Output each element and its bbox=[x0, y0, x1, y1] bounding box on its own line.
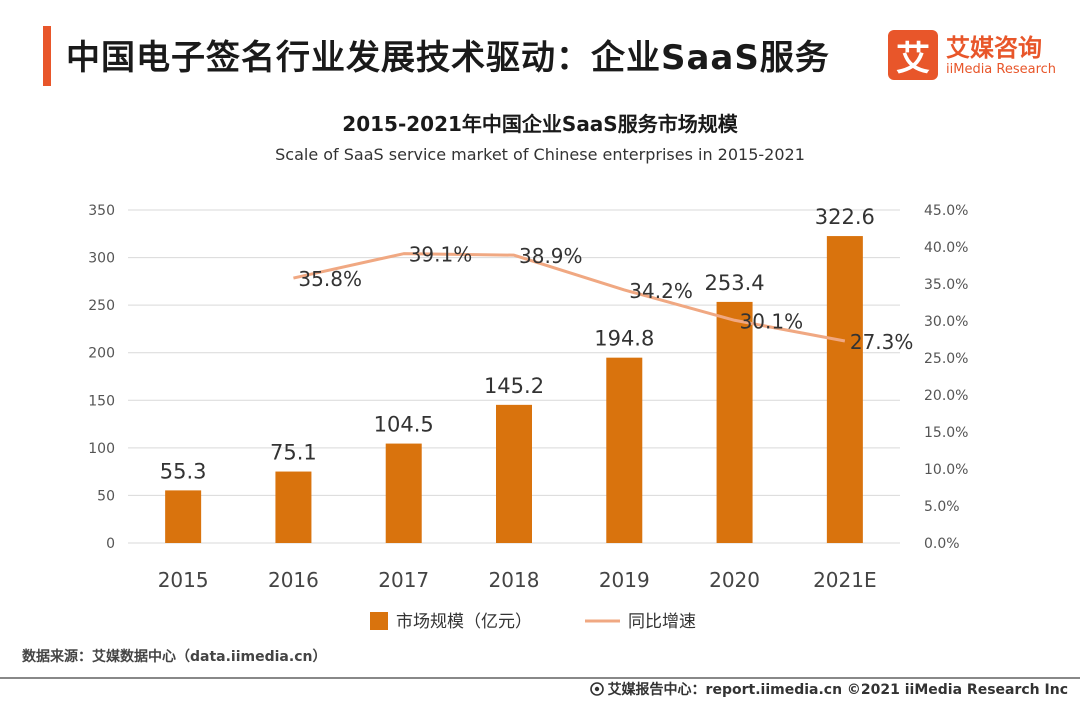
y-right-tick-label: 20.0% bbox=[924, 388, 968, 404]
footer-credit-text: 艾媒报告中心：report.iimedia.cn ©2021 iiMedia R… bbox=[607, 682, 1068, 698]
y-left-tick-label: 0 bbox=[106, 536, 115, 552]
growth-value-label: 27.3% bbox=[850, 330, 914, 354]
legend-line-label: 同比增速 bbox=[628, 612, 696, 632]
y-right-tick-label: 40.0% bbox=[924, 240, 968, 256]
chart-subtitle: Scale of SaaS service market of Chinese … bbox=[275, 145, 805, 164]
legend-bar-label: 市场规模（亿元） bbox=[396, 612, 532, 632]
data-source: 数据来源：艾媒数据中心（data.iimedia.cn） bbox=[22, 649, 327, 665]
legend-bar-swatch bbox=[370, 612, 388, 630]
y-right-tick-label: 35.0% bbox=[924, 277, 968, 293]
bar bbox=[275, 471, 312, 543]
y-right-tick-label: 25.0% bbox=[924, 351, 968, 367]
y-left-tick-label: 50 bbox=[97, 488, 115, 504]
page-title: 中国电子签名行业发展技术驱动：企业SaaS服务 bbox=[66, 38, 830, 78]
x-tick-label: 2019 bbox=[599, 568, 650, 592]
bar-value-label: 253.4 bbox=[705, 271, 765, 295]
y-left-tick-label: 150 bbox=[88, 393, 115, 409]
bar-value-label: 75.1 bbox=[270, 441, 317, 465]
logo-en-text: iiMedia Research bbox=[946, 62, 1057, 77]
y-left-tick-label: 200 bbox=[88, 346, 115, 362]
y-right-tick-label: 45.0% bbox=[924, 203, 968, 219]
x-tick-label: 2020 bbox=[709, 568, 760, 592]
bar bbox=[496, 404, 532, 543]
x-tick-label: 2018 bbox=[489, 568, 540, 592]
growth-value-label: 34.2% bbox=[629, 279, 693, 303]
y-right-tick-label: 5.0% bbox=[924, 499, 960, 515]
y-right-tick-label: 30.0% bbox=[924, 314, 968, 330]
y-right-tick-label: 15.0% bbox=[924, 425, 968, 441]
y-right-tick-label: 10.0% bbox=[924, 462, 968, 478]
x-tick-label: 2016 bbox=[268, 568, 319, 592]
y-left-tick-label: 100 bbox=[88, 441, 115, 457]
footer-divider bbox=[0, 677, 1080, 679]
x-tick-label: 2017 bbox=[378, 568, 429, 592]
bar-value-label: 145.2 bbox=[484, 374, 544, 398]
growth-value-label: 30.1% bbox=[740, 309, 804, 333]
y-left-tick-label: 300 bbox=[88, 251, 115, 267]
bar-value-label: 322.6 bbox=[815, 205, 875, 229]
growth-value-label: 39.1% bbox=[409, 243, 473, 267]
logo-mark-icon: 艾 bbox=[888, 30, 938, 80]
iimedia-logo: 艾 艾媒咨询 iiMedia Research bbox=[888, 28, 1063, 82]
chart-title: 2015-2021年中国企业SaaS服务市场规模 bbox=[342, 112, 738, 136]
y-left-tick-label: 250 bbox=[88, 298, 115, 314]
bar bbox=[385, 443, 422, 543]
bar bbox=[606, 357, 643, 543]
x-tick-label: 2021E bbox=[813, 568, 877, 592]
growth-value-label: 38.9% bbox=[519, 244, 583, 268]
report-center-icon bbox=[589, 682, 604, 696]
bar-value-label: 55.3 bbox=[160, 459, 207, 483]
logo-cn-text: 艾媒咨询 bbox=[946, 34, 1042, 62]
y-right-tick-label: 0.0% bbox=[924, 536, 960, 552]
title-accent-bar bbox=[43, 26, 51, 86]
bar bbox=[716, 301, 753, 543]
bar-value-label: 194.8 bbox=[594, 327, 654, 351]
y-left-tick-label: 350 bbox=[88, 203, 115, 219]
bar-value-label: 104.5 bbox=[374, 413, 434, 437]
footer-credit: 艾媒报告中心：report.iimedia.cn ©2021 iiMedia R… bbox=[589, 679, 1068, 699]
growth-line bbox=[293, 252, 846, 343]
bar bbox=[165, 490, 202, 543]
x-tick-label: 2015 bbox=[158, 568, 209, 592]
growth-value-label: 35.8% bbox=[298, 267, 362, 291]
bar bbox=[826, 236, 863, 543]
